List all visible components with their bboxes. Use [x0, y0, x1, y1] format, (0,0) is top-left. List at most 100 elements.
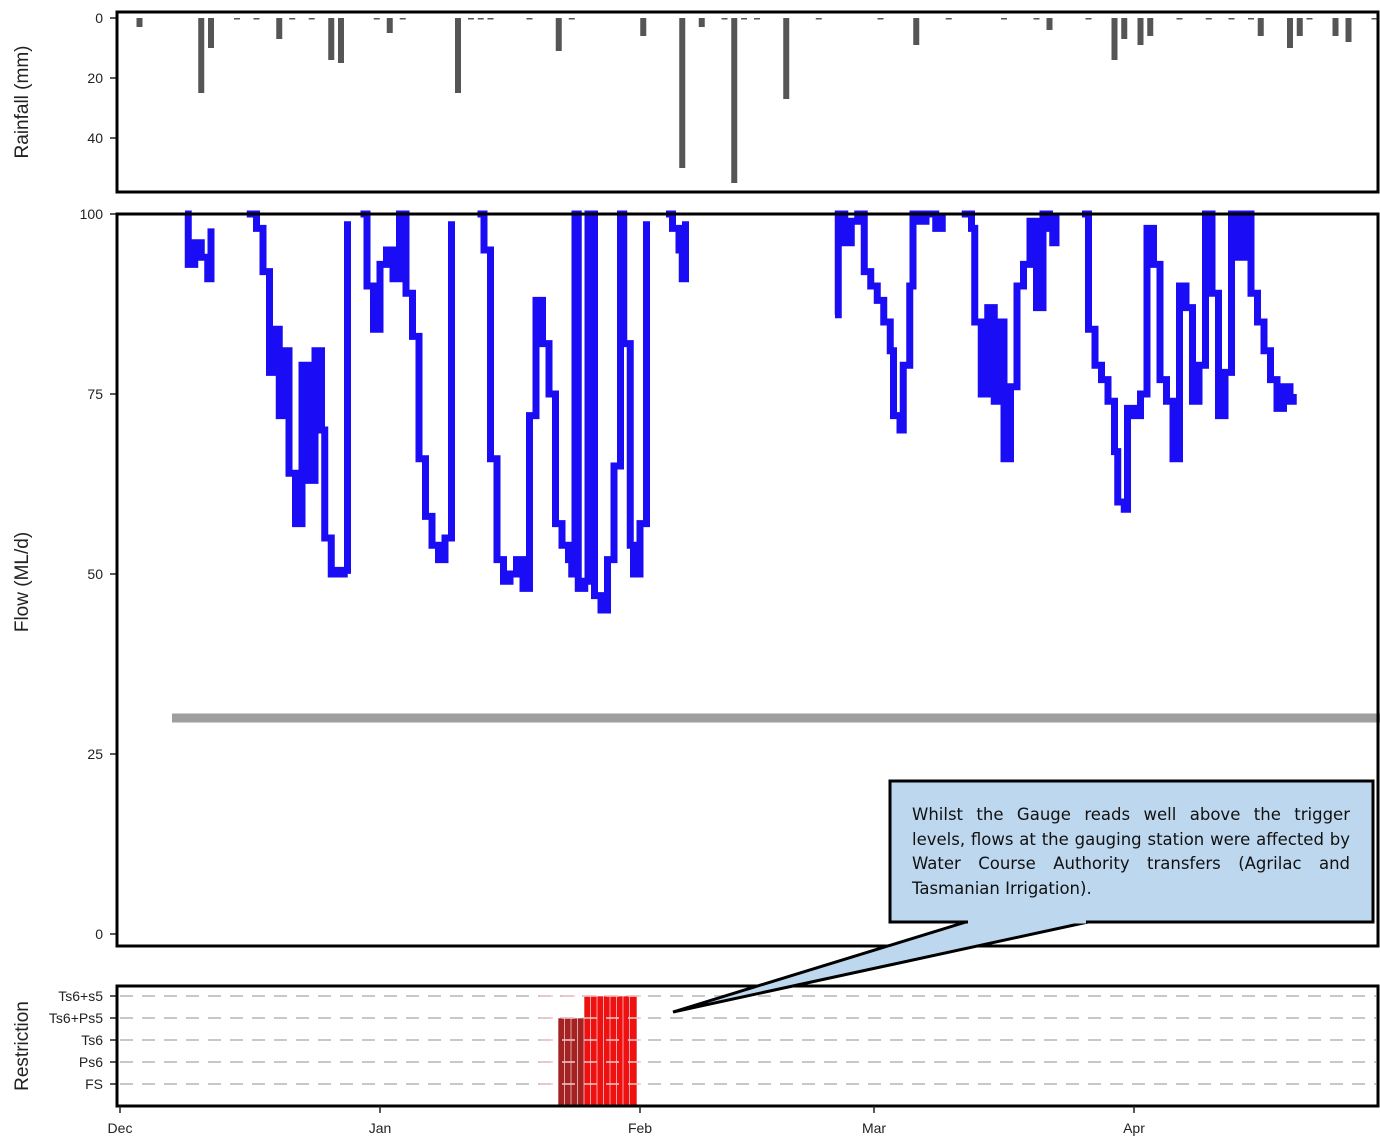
- annotation-text: Whilst the Gauge reads well above the tr…: [912, 805, 1350, 898]
- rainfall-bar: [338, 18, 344, 63]
- rainfall-bar: [1306, 18, 1313, 20]
- rainfall-bar: [1001, 18, 1007, 20]
- flow-line-segment: [1082, 210, 1297, 513]
- restriction-panel: FS Ps6 Ts6 Ts6+Ps5 Ts6+s5 Restriction: [12, 984, 1380, 1108]
- rainfall-bar: [526, 18, 533, 20]
- rainfall-tick-label: 20: [87, 70, 103, 86]
- restriction-y-label: Restriction: [12, 1001, 33, 1091]
- x-tick-label: Dec: [108, 1120, 133, 1136]
- flow-panel-frame: [115, 212, 1380, 948]
- flow-tick-label: 25: [87, 746, 103, 762]
- rainfall-bar: [208, 18, 214, 48]
- rainfall-bar: [234, 18, 240, 20]
- rainfall-bar: [698, 18, 705, 27]
- restriction-panel-frame: [115, 984, 1380, 1108]
- rainfall-bar: [1296, 18, 1303, 36]
- rainfall-y-label: Rainfall (mm): [12, 46, 33, 159]
- rainfall-bar: [1345, 18, 1352, 42]
- flow-line-segment: [246, 210, 351, 578]
- restriction-tick-label: Ts6+s5: [58, 988, 103, 1004]
- rainfall-bar: [1121, 18, 1128, 39]
- annotation-callout: [672, 779, 1375, 1014]
- flow-panel: 0 25 50 75 100 Flow (ML/d): [12, 206, 1380, 948]
- flow-series: [184, 210, 1297, 614]
- flow-tick-label: 75: [87, 386, 103, 402]
- rainfall-bar: [679, 18, 686, 168]
- flow-line-segment: [477, 210, 650, 614]
- x-tick-label: Apr: [1123, 1120, 1145, 1136]
- flow-y-axis: 0 25 50 75 100: [80, 206, 117, 942]
- flow-tick-label: 100: [80, 206, 104, 222]
- rainfall-bar: [877, 18, 884, 20]
- restriction-gridlines: [120, 995, 1376, 1085]
- rainfall-bar: [783, 18, 790, 99]
- rainfall-bar: [555, 18, 562, 51]
- restriction-bars: [557, 995, 638, 1107]
- rainfall-bar: [289, 18, 296, 20]
- rainfall-bar: [1257, 18, 1264, 36]
- rainfall-bar: [308, 18, 315, 20]
- rainfall-bar: [754, 18, 760, 20]
- flow-y-label: Flow (ML/d): [12, 532, 33, 632]
- rainfall-bar: [741, 18, 747, 20]
- flow-line-segment: [184, 210, 215, 283]
- rainfall-bar: [198, 18, 205, 93]
- rainfall-bars: [136, 18, 1378, 183]
- flow-line-segment: [961, 210, 1060, 463]
- callout-pointer: [672, 920, 1089, 1014]
- rainfall-bar: [568, 18, 575, 20]
- rainfall-bar: [468, 18, 474, 20]
- rainfall-bar: [455, 18, 461, 93]
- restriction-tick-label: FS: [85, 1076, 103, 1092]
- rainfall-bar: [328, 18, 335, 60]
- rainfall-bar: [386, 18, 393, 33]
- rainfall-bar: [1033, 18, 1040, 20]
- rainfall-panel: 0 20 40 Rainfall (mm): [12, 10, 1380, 194]
- flow-tick-label: 50: [87, 566, 103, 582]
- rainfall-bar: [1332, 18, 1339, 36]
- rainfall-bar: [1248, 18, 1254, 20]
- rainfall-bar: [253, 18, 260, 20]
- rainfall-bar: [487, 18, 494, 20]
- restriction-bar: [629, 995, 638, 1107]
- rainfall-bar: [477, 18, 484, 20]
- rainfall-bar: [945, 18, 952, 20]
- rainfall-bar: [1046, 18, 1053, 30]
- restriction-tick-label: Ts6: [81, 1032, 103, 1048]
- rainfall-bar: [399, 18, 406, 20]
- x-tick-label: Jan: [369, 1120, 392, 1136]
- rainfall-bar: [815, 18, 822, 20]
- rainfall-y-axis: 0 20 40: [87, 10, 117, 146]
- rainfall-bar: [1176, 18, 1183, 20]
- flow-line-segment: [834, 210, 946, 434]
- rainfall-bar: [731, 18, 738, 183]
- rainfall-bar: [276, 18, 283, 39]
- rainfall-bar: [136, 18, 143, 27]
- x-tick-label: Mar: [862, 1120, 886, 1136]
- rainfall-bar: [1085, 18, 1092, 20]
- rainfall-bar: [1287, 18, 1293, 48]
- rainfall-tick-label: 40: [87, 130, 103, 146]
- rainfall-bar: [1147, 18, 1154, 36]
- rainfall-bar: [913, 18, 920, 45]
- rainfall-bar: [1205, 18, 1212, 20]
- restriction-gridlines-overlay: [540, 995, 645, 1085]
- rainfall-bar: [1371, 18, 1378, 20]
- rainfall-panel-frame: [115, 10, 1380, 194]
- rainfall-bar: [640, 18, 647, 36]
- rainfall-bar: [721, 18, 728, 20]
- restriction-tick-label: Ps6: [79, 1054, 103, 1070]
- flow-line-segment: [666, 210, 689, 283]
- x-tick-label: Feb: [628, 1120, 652, 1136]
- flow-tick-label: 0: [95, 926, 103, 942]
- rainfall-bar: [1137, 18, 1144, 45]
- rainfall-bar: [373, 18, 380, 20]
- rainfall-bar: [1228, 18, 1235, 20]
- x-axis: Dec Jan Feb Mar Apr: [108, 1106, 1145, 1136]
- restriction-y-axis: FS Ps6 Ts6 Ts6+Ps5 Ts6+s5: [49, 988, 117, 1092]
- rainfall-tick-label: 0: [95, 10, 103, 26]
- flow-line-segment: [360, 210, 455, 564]
- restriction-tick-label: Ts6+Ps5: [49, 1010, 103, 1026]
- callout-box: [888, 779, 1375, 924]
